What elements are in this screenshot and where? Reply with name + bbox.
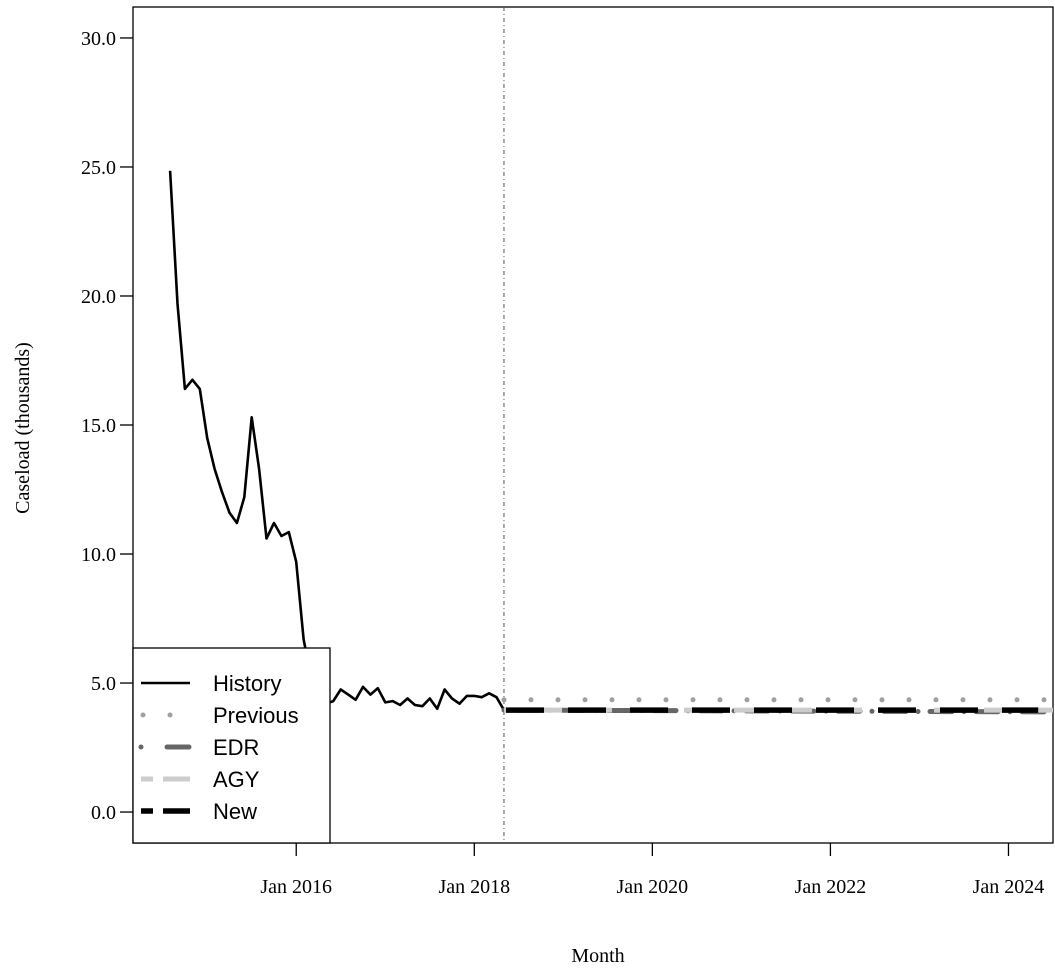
y-tick-label: 25.0 (81, 157, 116, 179)
x-tick-label: Jan 2024 (973, 876, 1045, 898)
legend-label-agy: AGY (213, 767, 260, 792)
x-tick-label: Jan 2016 (260, 876, 332, 898)
legend-label-history: History (213, 671, 281, 696)
y-tick-label: 20.0 (81, 286, 116, 308)
y-tick-label: 15.0 (81, 415, 116, 437)
x-tick-label: Jan 2018 (438, 876, 510, 898)
y-tick-label: 0.0 (91, 802, 116, 824)
y-axis-label: Caseload (thousands) (12, 342, 34, 514)
legend-label-previous: Previous (213, 703, 299, 728)
x-tick-label: Jan 2020 (617, 876, 689, 898)
legend: History Previous EDR AGY New (132, 647, 331, 844)
y-tick-label: 30.0 (81, 28, 116, 50)
y-tick-label: 10.0 (81, 544, 116, 566)
axes: 0.0 5.0 10.0 15.0 20.0 25.0 30.0 Jan 2016 Jan 20… (81, 6, 1054, 898)
x-tick-label: Jan 2022 (795, 876, 867, 898)
x-axis-label: Month (571, 945, 624, 967)
legend-label-edr: EDR (213, 735, 259, 760)
series-line-history (168, 170, 506, 711)
y-tick-label: 5.0 (91, 673, 116, 695)
series-group (168, 170, 1055, 715)
legend-label-new: New (213, 799, 257, 824)
